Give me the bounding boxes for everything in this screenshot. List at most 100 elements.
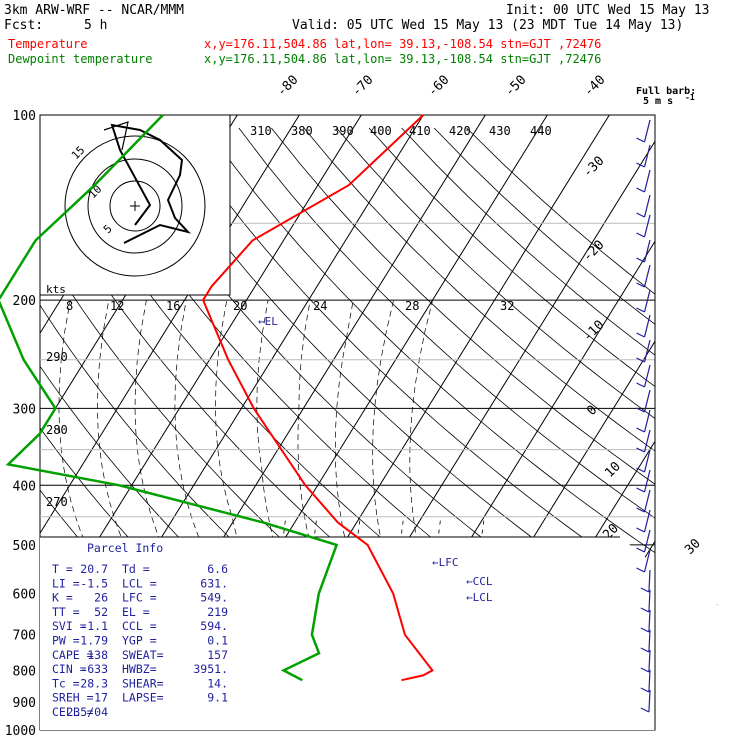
parcel-info-cell: 52 xyxy=(94,605,108,619)
fcst-value: 5 h xyxy=(84,18,107,33)
wind-barb-flag xyxy=(636,487,645,493)
parcel-info-cell: LAPSE= xyxy=(122,691,164,705)
speed-tick-label: 20 xyxy=(233,299,247,313)
wind-barb xyxy=(643,449,651,473)
parcel-info-cell: CELL = xyxy=(52,705,94,719)
wind-barb-flag xyxy=(636,357,645,363)
parcel-info-cell: EL = xyxy=(122,605,150,619)
parcel-info-cell: 9.1 xyxy=(207,691,228,705)
dry-adiabat-line xyxy=(205,127,655,554)
parcel-info-cell: SHEAR= xyxy=(122,676,164,690)
isotherm-tick-label: 30 xyxy=(682,536,704,558)
parcel-info-cell: LFC = xyxy=(122,591,157,605)
isotherm-tick-label: 10 xyxy=(602,459,624,481)
wind-barb xyxy=(643,169,651,193)
pressure-tick-label: 1000 xyxy=(5,724,36,739)
theta-tick-label: 430 xyxy=(489,124,511,138)
valid-time: Valid: 05 UTC Wed 15 May 13 (23 MDT Tue … xyxy=(292,18,683,33)
legend-dewpoint: Dewpoint temperature xyxy=(8,52,153,66)
wind-barb-flag xyxy=(636,467,645,473)
parcel-info-cell: SWEAT= xyxy=(122,648,164,662)
parcel-info-cell: LCL = xyxy=(122,576,157,590)
isotherm-tick-label: -40 xyxy=(581,73,608,100)
dry-adiabat-line xyxy=(238,127,655,519)
dry-adiabat-label: 290 xyxy=(46,350,68,364)
legend-dewpoint-info: x,y=176.11,504.86 lat,lon= 39.13,-108.54… xyxy=(204,52,601,66)
wind-barb xyxy=(643,264,651,288)
parcel-info-cell: 0.1 xyxy=(207,634,228,648)
parcel-info-cell: 20.7 xyxy=(80,562,108,576)
wind-barb-flag xyxy=(636,427,645,433)
parcel-info-cell: K = xyxy=(52,591,73,605)
wind-barb-flag xyxy=(640,647,650,653)
wind-barb-flag xyxy=(636,407,645,413)
parcel-info-cell: 3951. xyxy=(193,662,228,676)
hodo-ring xyxy=(64,135,206,277)
wind-barb xyxy=(643,339,651,363)
wind-barb xyxy=(643,389,651,413)
isotherm-tick-label: -10 xyxy=(580,318,607,345)
el-marker: ←EL xyxy=(258,315,278,328)
pressure-tick-label: 900 xyxy=(13,696,36,711)
parcel-info-cell: TT = xyxy=(52,605,80,619)
dewpoint-profile xyxy=(0,114,339,682)
wind-key-value: 5 m s xyxy=(643,96,673,107)
isotherm-tick-label: 0 xyxy=(584,403,600,419)
parcel-info-cell: CIN = xyxy=(52,662,87,676)
wind-barb-flag xyxy=(640,667,650,673)
pressure-tick-label: 800 xyxy=(13,664,36,679)
pressure-tick-label: 600 xyxy=(13,588,36,603)
wind-barb xyxy=(643,409,651,433)
parcel-info-cell: 26 xyxy=(94,591,108,605)
theta-tick-label: 410 xyxy=(409,124,431,138)
wind-barb xyxy=(648,629,651,653)
wind-barb xyxy=(643,364,651,388)
parcel-info-cell: 6.6 xyxy=(207,562,228,576)
lfc-marker: ←LFC xyxy=(432,556,459,569)
theta-tick-label: 310 xyxy=(250,124,272,138)
parcel-info-cell: HWBZ= xyxy=(122,662,157,676)
wind-barb xyxy=(648,569,651,593)
wind-barb-flag xyxy=(636,282,645,288)
wind-barbs xyxy=(636,115,656,730)
wind-barb xyxy=(648,589,651,613)
parcel-info-cell: 594. xyxy=(200,619,228,633)
isotherm-tick-label: -50 xyxy=(502,73,529,100)
theta-tick-label: 420 xyxy=(449,124,471,138)
wind-barb xyxy=(643,239,651,263)
isotherm-tick-label: -70 xyxy=(349,73,376,100)
fcst-label: Fcst: xyxy=(4,18,43,33)
theta-tick-label: 380 xyxy=(291,124,313,138)
wind-barb xyxy=(643,289,651,313)
parcel-info-cell: CAPE = xyxy=(52,648,94,662)
parcel-info-cell: 14. xyxy=(207,676,228,690)
wind-barb-flag xyxy=(636,307,645,313)
parcel-info-cell: 17 xyxy=(94,691,108,705)
parcel-info-cell: -633 xyxy=(80,662,108,676)
wind-barb-flag xyxy=(640,627,650,633)
speed-tick-label: 8 xyxy=(66,299,73,313)
wind-barb xyxy=(643,144,651,168)
parcel-info-title: Parcel Info xyxy=(87,541,163,555)
parcel-info-panel: Parcel Info T = 20.7 Td = 6.6 LI = -1.5 LCL = 6… xyxy=(40,536,740,730)
pressure-tick-label: 200 xyxy=(13,294,36,309)
dry-adiabat-label: 270 xyxy=(46,495,68,509)
init-time: Init: 00 UTC Wed 15 May 13 xyxy=(506,3,710,18)
pressure-tick-label: 100 xyxy=(13,109,36,124)
wind-barb-flag xyxy=(636,257,645,263)
wind-barb xyxy=(648,669,651,693)
dry-adiabat-line xyxy=(368,127,655,387)
speed-tick-label: 24 xyxy=(313,299,327,313)
parcel-info-cell: 549. xyxy=(200,591,228,605)
wind-barb-flag xyxy=(636,137,645,143)
wind-barb-flag xyxy=(636,332,645,338)
parcel-info-cell: YGP = xyxy=(122,634,157,648)
ccl-marker: ←CCL xyxy=(466,575,493,588)
pressure-tick-label: 700 xyxy=(13,629,36,644)
hodo-ring xyxy=(87,158,183,254)
parcel-info-cell: SVI = xyxy=(52,619,87,633)
wind-barb xyxy=(643,549,651,573)
wind-barb-flag xyxy=(636,212,645,218)
